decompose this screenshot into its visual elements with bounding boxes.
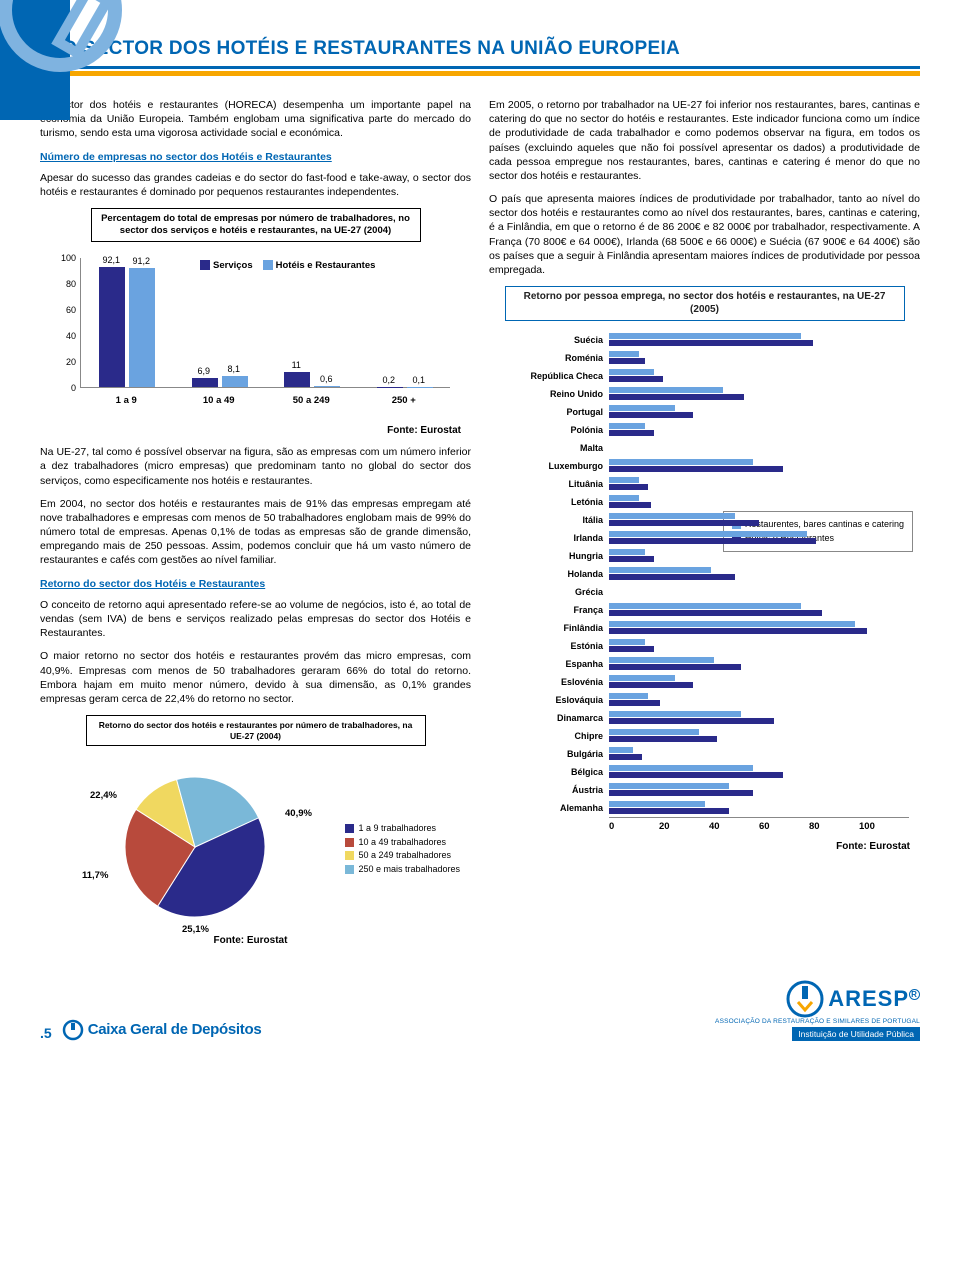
hbar-row: Finlândia [489, 619, 909, 637]
cgd-text: Caixa Geral de Depósitos [88, 1021, 262, 1038]
y-tick: 100 [40, 252, 76, 264]
chart-source: Fonte: Eurostat [489, 840, 910, 854]
para: Em 2005, o retorno por trabalhador na UE… [489, 98, 920, 183]
footer: .5 Caixa Geral de Depósitos ARESPR ASSOC… [0, 966, 960, 1057]
pie-legend: 1 a 9 trabalhadores10 a 49 trabalhadores… [345, 822, 460, 876]
subheading: Número de empresas no sector dos Hotéis … [40, 150, 471, 164]
para: Na UE-27, tal como é possível observar n… [40, 445, 471, 488]
header-decoration [0, 0, 140, 120]
page-number: .5 [40, 1025, 52, 1041]
aresp-institution: Instituição de Utilidade Pública [792, 1027, 920, 1041]
hbar-row: Portugal [489, 403, 909, 421]
pie-legend-item: 10 a 49 trabalhadores [345, 836, 460, 850]
hbar-row: Reino Unido [489, 385, 909, 403]
cgd-logo: Caixa Geral de Depósitos [62, 1019, 262, 1041]
hbar-xaxis: 020406080100 [609, 817, 909, 834]
bar-chart: Serviços Hotéis e Restaurantes 0 20 40 60 80… [40, 248, 460, 418]
subheading: Retorno do sector dos Hotéis e Restauran… [40, 577, 471, 591]
para: O país que apresenta maiores índices de … [489, 192, 920, 277]
hbar-row: Estónia [489, 637, 909, 655]
hbar-row: Alemanha [489, 799, 909, 817]
hbar-row: Espanha [489, 655, 909, 673]
section-title: 2. O SECTOR DOS HOTÉIS E RESTAURANTES NA… [40, 38, 920, 60]
hbar-row: Letónia [489, 493, 909, 511]
hbar-row: Malta [489, 439, 909, 457]
hbar-row: Eslovénia [489, 673, 909, 691]
pie-label: 25,1% [182, 924, 209, 937]
aresp-subtitle: ASSOCIAÇÃO DA RESTAURAÇÃO E SIMILARES DE… [715, 1018, 920, 1025]
hbar-row: Eslováquia [489, 691, 909, 709]
pie-title: Retorno do sector dos hotéis e restauran… [86, 715, 426, 746]
bar-chart-plot [80, 258, 450, 388]
chart1-title: Percentagem do total de empresas por núm… [91, 208, 421, 242]
hbar-row: Roménia [489, 349, 909, 367]
para: O maior retorno no sector dos hotéis e r… [40, 649, 471, 706]
legend-label: Hotéis e Restaurantes [276, 260, 376, 271]
hbar-row: Chipre [489, 727, 909, 745]
hbar-row: Bélgica [489, 763, 909, 781]
x-tick: 1 a 9 [116, 395, 137, 408]
hbar-row: Holanda [489, 565, 909, 583]
y-tick: 80 [40, 278, 76, 290]
aresp-name: ARESP [828, 986, 909, 1011]
hbar-row: França [489, 601, 909, 619]
left-column: O sector dos hotéis e restaurantes (HORE… [40, 98, 471, 956]
legend-label: Serviços [213, 260, 253, 271]
hbar-row: Itália [489, 511, 909, 529]
hbar-row: Áustria [489, 781, 909, 799]
chart2-title: Retorno por pessoa emprega, no sector do… [505, 286, 905, 321]
pie-legend-item: 250 e mais trabalhadores [345, 863, 460, 877]
y-tick: 60 [40, 304, 76, 316]
hbar-row: Lituânia [489, 475, 909, 493]
orange-rule [40, 71, 920, 76]
hbar-row: Hungria [489, 547, 909, 565]
pie-label: 11,7% [82, 870, 108, 883]
para: Apesar do sucesso das grandes cadeias e … [40, 171, 471, 199]
hbar-row: Dinamarca [489, 709, 909, 727]
hbar-row: Grécia [489, 583, 909, 601]
hbar-row: Bulgária [489, 745, 909, 763]
hbar-chart: Restaurentes, bares cantinas e cateringH… [489, 331, 909, 834]
pie-chart: 40,9% 25,1% 11,7% 22,4% 1 a 9 trabalhado… [40, 752, 460, 942]
x-tick: 50 a 249 [293, 395, 330, 408]
para: Em 2004, no sector dos hotéis e restaura… [40, 497, 471, 568]
y-tick: 20 [40, 356, 76, 368]
para: O conceito de retorno aqui apresentado r… [40, 598, 471, 641]
title-rule [40, 66, 920, 69]
pie-legend-item: 1 a 9 trabalhadores [345, 822, 460, 836]
hbar-row: Polónia [489, 421, 909, 439]
x-tick: 10 a 49 [203, 395, 235, 408]
chart-source: Fonte: Eurostat [40, 424, 461, 438]
right-column: Em 2005, o retorno por trabalhador na UE… [489, 98, 920, 956]
bar-chart-legend: Serviços Hotéis e Restaurantes [200, 260, 375, 273]
x-tick: 250 + [392, 395, 416, 408]
aresp-logo: ARESPR ASSOCIAÇÃO DA RESTAURAÇÃO E SIMIL… [715, 980, 920, 1041]
hbar-row: República Checa [489, 367, 909, 385]
y-tick: 40 [40, 330, 76, 342]
hbar-row: Luxemburgo [489, 457, 909, 475]
hbar-row: Suécia [489, 331, 909, 349]
pie-label: 22,4% [90, 790, 117, 803]
pie-label: 40,9% [285, 808, 312, 821]
pie-legend-item: 50 a 249 trabalhadores [345, 849, 460, 863]
y-tick: 0 [40, 382, 76, 394]
hbar-row: Irlanda [489, 529, 909, 547]
